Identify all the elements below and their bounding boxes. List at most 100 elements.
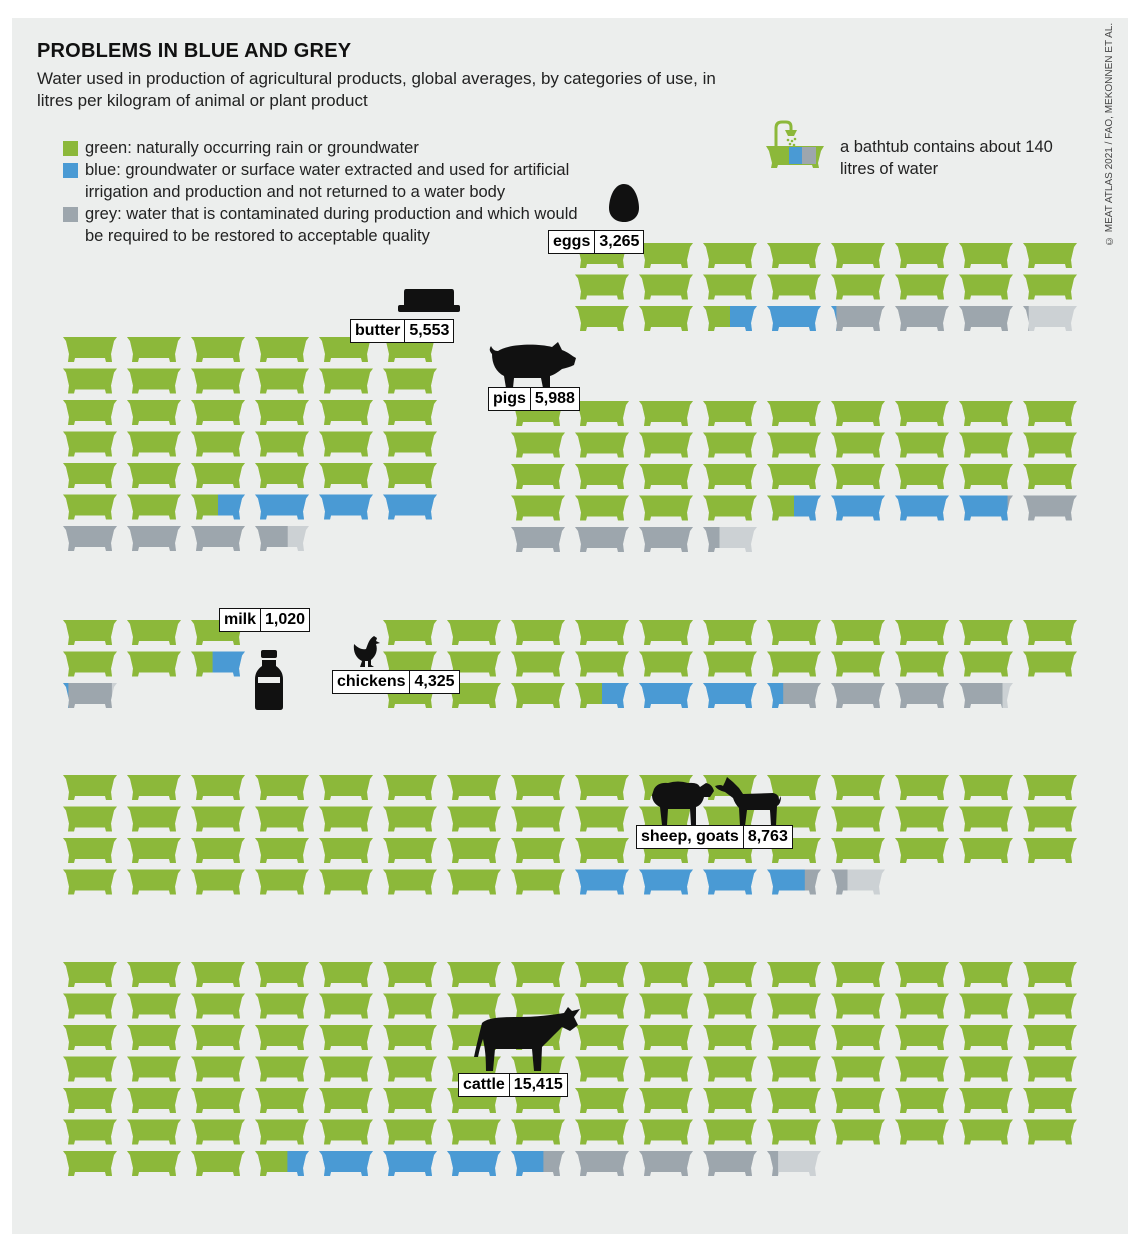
bathtub-cattle [1023, 962, 1077, 987]
bathtub-pigs [639, 495, 693, 521]
bathtub-cattle [831, 993, 885, 1019]
bathtub-cattle [767, 1151, 821, 1176]
bathtub-pigs [767, 432, 821, 458]
bathtub-pigs [511, 527, 565, 552]
bathtub-cattle [831, 1119, 885, 1145]
bathtub-cattle [383, 962, 437, 987]
grey-swatch [63, 207, 78, 222]
bathtub-pigs [767, 464, 821, 489]
bathtub-sheep-goats [191, 869, 245, 895]
bathtub-eggs [1023, 274, 1077, 300]
bathtub-pigs [511, 464, 565, 489]
bathtub-cattle [63, 993, 117, 1019]
bathtub-cattle [831, 1025, 885, 1050]
bathtub-cattle [831, 1056, 885, 1082]
bathtub-cattle [639, 1025, 693, 1050]
bathtub-sheep-goats [447, 775, 501, 800]
bathtub-milk [191, 651, 245, 677]
bathtub-eggs [959, 274, 1013, 300]
bathtub-eggs [959, 243, 1013, 268]
bathtub-pigs [639, 432, 693, 458]
bathtub-milk [191, 620, 245, 645]
bathtub-cattle [383, 1151, 437, 1176]
bathtub-chickens [831, 620, 885, 645]
bathtub-sheep-goats [831, 775, 885, 800]
bathtub-milk [63, 620, 117, 645]
bathtub-chickens [767, 651, 821, 677]
bathtub-sheep-goats [63, 806, 117, 832]
bathtub-sheep-goats [703, 869, 757, 895]
bathtub-sheep-goats [831, 838, 885, 863]
bathtub-cattle [1023, 1025, 1077, 1050]
bathtub-cattle [127, 1151, 181, 1176]
bathtub-cattle [703, 1088, 757, 1113]
bathtub-cattle [703, 1025, 757, 1050]
bathtub-sheep-goats [511, 775, 565, 800]
bathtub-cattle [255, 1151, 309, 1176]
bathtub-cattle [63, 1151, 117, 1176]
bathtub-cattle [511, 1119, 565, 1145]
bathtub-sheep-goats [319, 806, 373, 832]
bathtub-cattle [959, 1088, 1013, 1113]
bathtub-cattle [319, 1151, 373, 1176]
bathtub-eggs [831, 274, 885, 300]
bathtub-butter [319, 368, 373, 394]
bathtub-pigs [511, 432, 565, 458]
egg-icon [609, 184, 639, 222]
bathtub-eggs [895, 306, 949, 331]
bathtub-cattle [575, 1056, 629, 1082]
label-sheep-goats-name: sheep, goats [641, 828, 739, 845]
bathtub-butter [319, 400, 373, 425]
bathtub-chickens [703, 620, 757, 645]
bathtub-chickens [703, 651, 757, 677]
label-sheep-goats-value: 8,763 [742, 826, 792, 848]
bathtub-cattle [511, 962, 565, 987]
bathtub-eggs [831, 243, 885, 268]
bathtub-sheep-goats [511, 806, 565, 832]
bathtub-pigs [703, 464, 757, 489]
bathtub-sheep-goats [447, 806, 501, 832]
bathtub-sheep-goats [447, 869, 501, 895]
bathtub-chickens [447, 620, 501, 645]
bathtub-cattle [63, 1088, 117, 1113]
bathtub-pigs [639, 527, 693, 552]
milk-bottle-icon [255, 650, 283, 710]
bathtub-chickens [511, 651, 565, 677]
bathtub-cattle [895, 1056, 949, 1082]
bathtub-chickens [767, 620, 821, 645]
bathtub-cattle [63, 1025, 117, 1050]
bathtub-pigs [831, 432, 885, 458]
legend-blue: blue: groundwater or surface water extra… [63, 159, 585, 203]
bathtub-sheep-goats [447, 838, 501, 863]
bathtub-butter [191, 431, 245, 457]
bathtub-cattle [1023, 1088, 1077, 1113]
bathtub-cattle [319, 1088, 373, 1113]
bathtub-cattle [831, 962, 885, 987]
bathtub-butter [255, 494, 309, 520]
bathtub-butter [255, 463, 309, 488]
bathtub-cattle [703, 1056, 757, 1082]
bathtub-cattle [959, 962, 1013, 987]
bathtub-eggs [639, 306, 693, 331]
bathtub-pigs [1023, 432, 1077, 458]
bathtub-sheep-goats [191, 838, 245, 863]
bathtub-sheep-goats [1023, 838, 1077, 863]
bathtub-cattle [895, 993, 949, 1019]
blue-swatch [63, 163, 78, 178]
bathtub-cattle [127, 1056, 181, 1082]
bathtub-butter [319, 463, 373, 488]
bathtub-eggs [703, 306, 757, 331]
bathtub-butter [383, 368, 437, 394]
bathtub-chickens [639, 651, 693, 677]
bathtub-cattle [575, 993, 629, 1019]
label-pigs-name: pigs [493, 390, 526, 407]
bathtub-sheep-goats [895, 806, 949, 832]
bathtub-pigs [575, 401, 629, 426]
bathtub-milk [127, 620, 181, 645]
bathtub-cattle [895, 962, 949, 987]
bathtub-butter [255, 337, 309, 362]
bathtub-pigs [703, 401, 757, 426]
bathtub-cattle [383, 993, 437, 1019]
bathtub-cattle [767, 993, 821, 1019]
bathtub-sheep-goats [959, 806, 1013, 832]
